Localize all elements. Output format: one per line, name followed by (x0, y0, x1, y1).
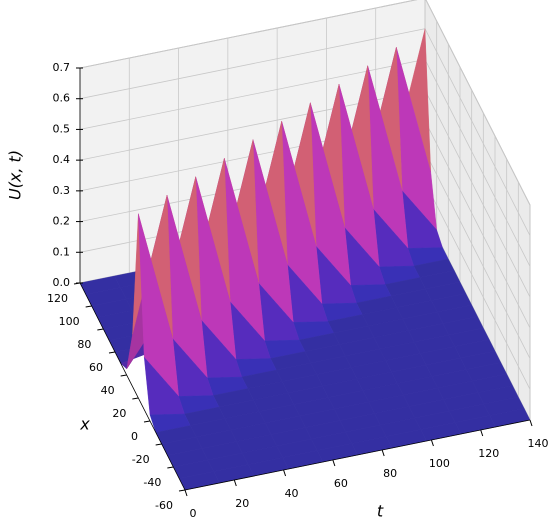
x-tick-label: -20 (132, 453, 150, 466)
x-tick (178, 489, 186, 492)
x-tick (132, 397, 139, 400)
t-tick (233, 479, 237, 487)
x-tick-label: -40 (143, 476, 161, 489)
t-tick (184, 489, 188, 497)
x-tick (143, 420, 151, 423)
x-tick (85, 305, 92, 308)
x-tick-label: 120 (47, 292, 68, 305)
x-tick-label: 20 (112, 407, 126, 420)
x-tick (155, 443, 162, 446)
x-tick (97, 328, 104, 331)
z-tick-label: 0.2 (53, 215, 71, 228)
t-tick-label: 100 (429, 457, 450, 470)
t-tick (529, 419, 533, 427)
z-tick-label: 0.5 (53, 122, 71, 135)
x-axis-line (79, 282, 186, 491)
t-tick-label: 0 (190, 507, 197, 520)
t-tick (332, 459, 336, 467)
t-tick-label: 60 (334, 477, 348, 490)
z-tick-label: 0.6 (53, 92, 71, 105)
x-tick-label: 60 (89, 361, 103, 374)
x-tick-label: 40 (101, 384, 115, 397)
grid-line (79, 0, 531, 206)
t-tick-label: 120 (478, 447, 499, 460)
x-tick (167, 466, 174, 469)
x-tick-label: -60 (155, 499, 173, 512)
x-axis-title: x (79, 415, 90, 434)
x-tick (120, 374, 127, 377)
t-tick (381, 449, 385, 457)
x-tick (73, 282, 81, 285)
t-tick-label: 20 (235, 497, 249, 510)
t-tick-label: 40 (285, 487, 299, 500)
t-axis-line (184, 419, 531, 491)
x-tick-label: 80 (77, 338, 91, 351)
z-tick-label: 0.3 (53, 184, 71, 197)
t-axis-title: t (377, 502, 384, 521)
t-tick (283, 469, 287, 477)
x-tick-label: 0 (131, 430, 138, 443)
z-tick-label: 0.7 (53, 61, 71, 74)
x-tick-label: 100 (59, 315, 80, 328)
x-tick (108, 351, 116, 354)
t-tick-label: 140 (528, 437, 549, 450)
t-tick (430, 439, 434, 447)
t-tick-label: 80 (383, 467, 397, 480)
z-axis-title: U(x, t) (6, 150, 25, 200)
z-tick-label: 0.1 (53, 245, 71, 258)
z-tick-label: 0.4 (53, 153, 71, 166)
t-tick (480, 429, 484, 437)
z-tick-label: 0.0 (53, 276, 71, 289)
